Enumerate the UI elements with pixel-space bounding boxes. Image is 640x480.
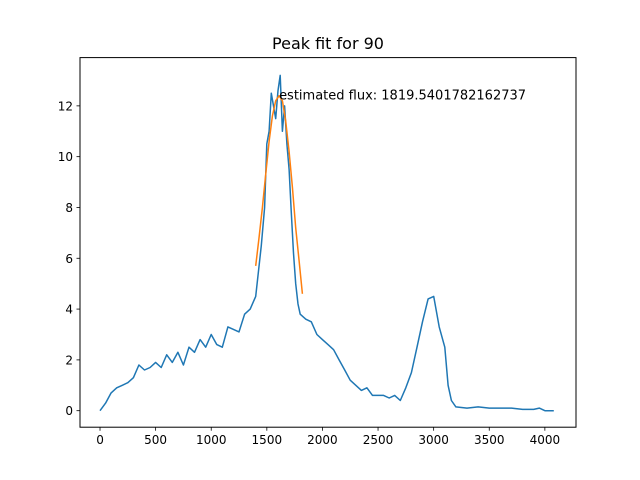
y-tick-label: 8 <box>65 201 73 215</box>
x-tick-label: 1000 <box>196 433 227 447</box>
plot-area <box>99 74 554 412</box>
chart-title: Peak fit for 90 <box>272 34 384 53</box>
y-tick-label: 0 <box>65 404 73 418</box>
x-tick-label: 3000 <box>418 433 449 447</box>
fit-line <box>254 94 304 294</box>
x-tick-label: 4000 <box>530 433 561 447</box>
y-tick-label: 6 <box>65 252 73 266</box>
x-tick-label: 500 <box>144 433 167 447</box>
spectrum-line <box>99 74 554 412</box>
x-tick-label: 1500 <box>252 433 283 447</box>
axis-ticks: 0 500 1000 1500 2000 2500 3000 3500 4000 0 2 4 6 8 10 1… <box>58 99 560 447</box>
x-tick-label: 3500 <box>474 433 505 447</box>
y-tick-label: 12 <box>58 99 73 113</box>
flux-annotation: estimated flux: 1819.5401782162737 <box>279 89 526 104</box>
axes-frame <box>79 57 577 428</box>
y-tick-label: 10 <box>58 150 73 164</box>
y-tick-label: 2 <box>65 353 73 367</box>
y-tick-label: 4 <box>65 303 73 317</box>
x-tick-label: 0 <box>96 433 104 447</box>
x-tick-label: 2500 <box>363 433 394 447</box>
x-tick-label: 2000 <box>307 433 338 447</box>
